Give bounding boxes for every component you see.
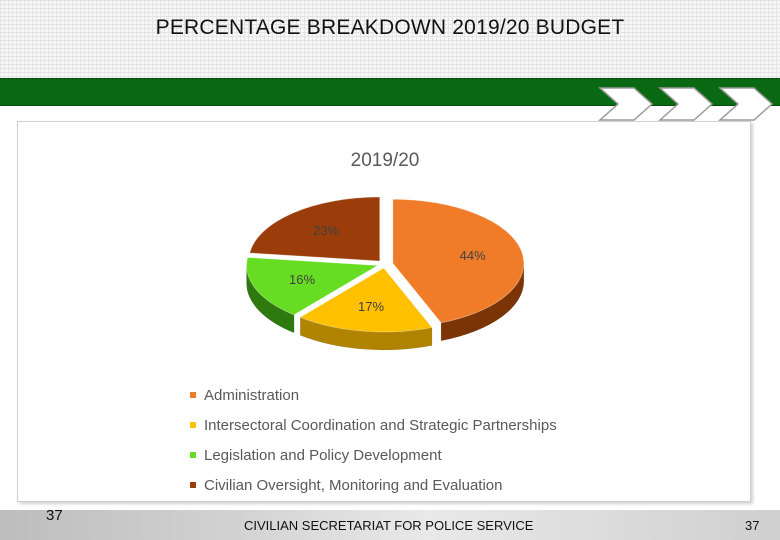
pie-data-label: 16%: [289, 272, 315, 287]
slide-title: PERCENTAGE BREAKDOWN 2019/20 BUDGET: [155, 16, 625, 39]
footer-band: [0, 510, 780, 540]
page-number-right: 37: [745, 518, 760, 533]
pie-slice: [246, 257, 379, 316]
pie-data-label: 17%: [358, 299, 384, 314]
legend-label: Civilian Oversight, Monitoring and Evalu…: [204, 476, 503, 494]
chevron-icon: [718, 87, 774, 121]
legend-label: Administration: [204, 386, 300, 404]
chevron-icon: [658, 87, 714, 121]
pie-slice: [299, 267, 433, 333]
legend-swatch: [190, 452, 196, 458]
chevron-icon: [598, 87, 654, 121]
chart-title: 2019/20: [350, 150, 420, 171]
legend-label: Intersectoral Coordination and Strategic…: [204, 416, 557, 434]
legend-item: Legislation and Policy Development: [190, 440, 557, 470]
header-band: [0, 0, 780, 78]
legend-swatch: [190, 392, 196, 398]
legend-item: Intersectoral Coordination and Strategic…: [190, 410, 557, 440]
footer-organization: CIVILIAN SECRETARIAT FOR POLICE SERVICE: [244, 518, 534, 533]
legend-swatch: [190, 482, 196, 488]
legend-item: Administration: [190, 380, 557, 410]
legend-label: Legislation and Policy Development: [204, 446, 442, 464]
legend-item: Civilian Oversight, Monitoring and Evalu…: [190, 470, 557, 500]
pie-slice: [249, 196, 381, 262]
page-number-left: 37: [46, 507, 63, 524]
pie-chart: 44% 17% 16% 23%: [246, 196, 525, 351]
pie-data-label: 44%: [460, 248, 486, 263]
chart-frame: 2019/20 44% 17% 16% 23% Administration Inte…: [17, 121, 751, 502]
pie-data-label: 23%: [313, 223, 339, 238]
legend-swatch: [190, 422, 196, 428]
chevron-arrows-icon: [598, 87, 774, 121]
pie-slice: [392, 198, 525, 324]
legend: Administration Intersectoral Coordinatio…: [190, 380, 557, 500]
